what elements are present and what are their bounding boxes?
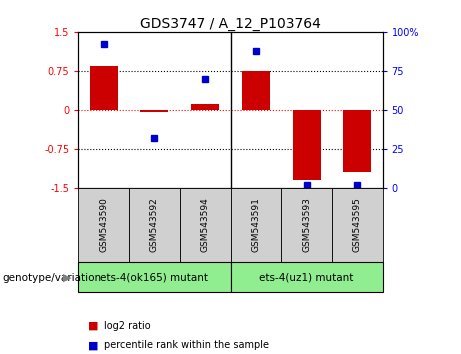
FancyBboxPatch shape (78, 188, 129, 262)
Title: GDS3747 / A_12_P103764: GDS3747 / A_12_P103764 (140, 17, 321, 31)
Text: GSM543591: GSM543591 (251, 197, 260, 252)
Text: genotype/variation: genotype/variation (2, 273, 101, 283)
Bar (90, 65, 118, 110)
Bar (343, 110, 371, 172)
Text: GSM543594: GSM543594 (201, 198, 210, 252)
FancyBboxPatch shape (180, 188, 230, 262)
Text: ets-4(uz1) mutant: ets-4(uz1) mutant (260, 272, 354, 282)
Bar (293, 110, 320, 180)
Text: ▶: ▶ (63, 273, 71, 283)
FancyBboxPatch shape (230, 262, 383, 292)
Text: percentile rank within the sample: percentile rank within the sample (104, 340, 269, 350)
Bar (141, 110, 168, 112)
FancyBboxPatch shape (78, 262, 230, 292)
Text: ■: ■ (88, 321, 98, 331)
Bar (242, 71, 270, 110)
Text: GSM543592: GSM543592 (150, 198, 159, 252)
Bar (191, 103, 219, 110)
FancyBboxPatch shape (129, 188, 180, 262)
Text: GSM543595: GSM543595 (353, 197, 362, 252)
Text: ■: ■ (88, 340, 98, 350)
Text: GSM543590: GSM543590 (99, 197, 108, 252)
FancyBboxPatch shape (332, 188, 383, 262)
Text: log2 ratio: log2 ratio (104, 321, 150, 331)
FancyBboxPatch shape (230, 188, 281, 262)
Text: GSM543593: GSM543593 (302, 197, 311, 252)
Text: ets-4(ok165) mutant: ets-4(ok165) mutant (100, 272, 208, 282)
FancyBboxPatch shape (281, 188, 332, 262)
